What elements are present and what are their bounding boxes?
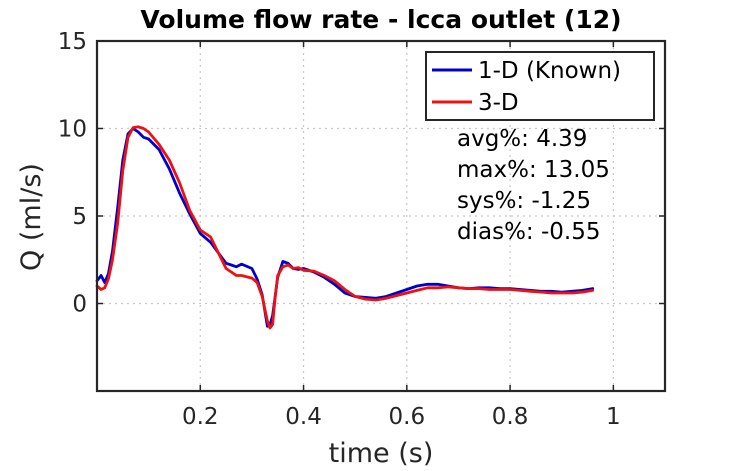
y-axis-label: Q (ml/s) bbox=[16, 163, 47, 271]
y-axis-ticks: 0 5 10 15 bbox=[58, 29, 665, 318]
stat-dias: dias%: -0.55 bbox=[457, 219, 601, 245]
x-tick-label: 0.6 bbox=[389, 404, 426, 430]
data-series bbox=[95, 125, 595, 330]
chart-title: Volume flow rate - lcca outlet (12) bbox=[140, 5, 621, 34]
series-line-3d bbox=[95, 125, 595, 330]
y-tick-label: 10 bbox=[58, 117, 87, 143]
stat-sys: sys%: -1.25 bbox=[457, 188, 591, 214]
x-tick-label: 0.2 bbox=[182, 404, 219, 430]
plot-frame bbox=[95, 39, 667, 393]
legend-box bbox=[425, 51, 655, 121]
stat-avg: avg%: 4.39 bbox=[457, 126, 587, 152]
x-tick-label: 0.4 bbox=[285, 404, 322, 430]
x-axis-ticks: 0.2 0.4 0.6 0.8 1 bbox=[182, 41, 621, 430]
error-stats: avg%: 4.39 max%: 13.05 sys%: -1.25 dias%… bbox=[457, 126, 610, 245]
legend: 1-D (Known) 3-D bbox=[425, 51, 655, 121]
y-tick-label: 15 bbox=[58, 29, 87, 55]
legend-label-1d: 1-D (Known) bbox=[478, 58, 621, 84]
legend-label-3d: 3-D bbox=[478, 90, 519, 116]
y-tick-label: 0 bbox=[72, 292, 87, 318]
stat-max: max%: 13.05 bbox=[457, 157, 610, 183]
x-tick-label: 0.8 bbox=[492, 404, 529, 430]
y-tick-label: 5 bbox=[72, 204, 87, 230]
x-tick-label: 1 bbox=[606, 404, 621, 430]
x-axis-label: time (s) bbox=[329, 438, 434, 469]
